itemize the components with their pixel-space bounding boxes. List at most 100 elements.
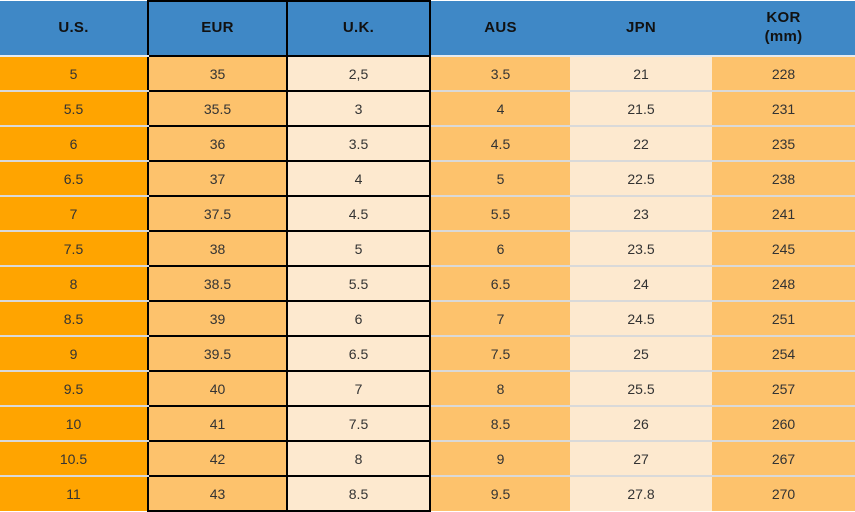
table-row: 10.5 42 8 9 27 267: [0, 440, 855, 477]
table-cell-kor: 235: [712, 126, 855, 162]
table-cell-us: 8: [0, 266, 148, 302]
table-row: 6.5 37 4 5 22.5 238: [0, 160, 855, 197]
table-row: 9 39.5 6.5 7.5 25 254: [0, 335, 855, 372]
table-cell-jpn: 25: [570, 336, 712, 372]
table-cell-eur: 39: [147, 300, 288, 337]
header-cell-jpn: JPN: [570, 1, 712, 57]
table-cell-jpn: 21: [570, 56, 712, 92]
table-cell-eur: 36: [147, 125, 288, 162]
table-cell-eur: 40: [147, 370, 288, 407]
table-cell-eur: 35: [147, 55, 288, 92]
table-cell-us: 6.5: [0, 161, 148, 197]
table-cell-eur: 42: [147, 440, 288, 477]
table-row: 8 38.5 5.5 6.5 24 248: [0, 265, 855, 302]
table-cell-jpn: 26: [570, 406, 712, 442]
table-cell-jpn: 21.5: [570, 91, 712, 127]
table-cell-jpn: 24.5: [570, 301, 712, 337]
table-cell-eur: 38.5: [147, 265, 288, 302]
table-cell-kor: 241: [712, 196, 855, 232]
header-cell-aus: AUS: [430, 1, 570, 57]
table-cell-us: 11: [0, 476, 148, 511]
table-row: 9.5 40 7 8 25.5 257: [0, 370, 855, 407]
table-cell-jpn: 22: [570, 126, 712, 162]
table-cell-us: 7: [0, 196, 148, 232]
table-cell-us: 7.5: [0, 231, 148, 267]
table-cell-aus: 3.5: [430, 56, 570, 92]
table-cell-us: 8.5: [0, 301, 148, 337]
header-label: EUR: [201, 19, 234, 37]
table-cell-uk: 7.5: [286, 405, 431, 442]
table-cell-uk: 4.5: [286, 195, 431, 232]
table-cell-aus: 4.5: [430, 126, 570, 162]
table-cell-kor: 231: [712, 91, 855, 127]
table-cell-us: 10: [0, 406, 148, 442]
table-cell-jpn: 23: [570, 196, 712, 232]
table-cell-aus: 4: [430, 91, 570, 127]
table-cell-aus: 7.5: [430, 336, 570, 372]
header-label: U.K.: [342, 19, 375, 37]
table-cell-kor: 270: [712, 476, 855, 511]
table-cell-uk: 6: [286, 300, 431, 337]
table-row: 7.5 38 5 6 23.5 245: [0, 230, 855, 267]
table-cell-kor: 260: [712, 406, 855, 442]
table-cell-jpn: 27: [570, 441, 712, 477]
table-cell-uk: 7: [286, 370, 431, 407]
table-header: U.S. EUR U.K. AUS JPN KOR (mm): [0, 0, 855, 57]
table-cell-jpn: 23.5: [570, 231, 712, 267]
table-cell-us: 6: [0, 126, 148, 162]
table-cell-kor: 245: [712, 231, 855, 267]
table-cell-aus: 6.5: [430, 266, 570, 302]
table-cell-eur: 43: [147, 475, 288, 512]
header-row: U.S. EUR U.K. AUS JPN KOR (mm): [0, 0, 855, 57]
header-cell-eur: EUR: [147, 0, 288, 57]
table-cell-aus: 8.5: [430, 406, 570, 442]
table-cell-eur: 37: [147, 160, 288, 197]
table-cell-uk: 8.5: [286, 475, 431, 512]
table-cell-aus: 5.5: [430, 196, 570, 232]
table-row: 6 36 3.5 4.5 22 235: [0, 125, 855, 162]
table-cell-kor: 238: [712, 161, 855, 197]
table-cell-aus: 9.5: [430, 476, 570, 511]
header-label: JPN: [625, 18, 657, 36]
table-cell-uk: 5.5: [286, 265, 431, 302]
table-cell-jpn: 24: [570, 266, 712, 302]
table-cell-eur: 35.5: [147, 90, 288, 127]
table-cell-kor: 248: [712, 266, 855, 302]
table-row: 7 37.5 4.5 5.5 23 241: [0, 195, 855, 232]
table-cell-uk: 3: [286, 90, 431, 127]
table-cell-us: 10.5: [0, 441, 148, 477]
table-cell-us: 9: [0, 336, 148, 372]
table-cell-uk: 4: [286, 160, 431, 197]
table-cell-uk: 8: [286, 440, 431, 477]
table-cell-us: 5: [0, 56, 148, 92]
table-cell-aus: 9: [430, 441, 570, 477]
header-label: AUS: [484, 18, 517, 36]
header-sublabel: (mm): [764, 28, 803, 45]
table-cell-us: 9.5: [0, 371, 148, 407]
table-cell-uk: 5: [286, 230, 431, 267]
table-cell-eur: 39.5: [147, 335, 288, 372]
table-cell-aus: 8: [430, 371, 570, 407]
table-cell-eur: 37.5: [147, 195, 288, 232]
header-label: KOR: [766, 9, 801, 27]
header-cell-uk: U.K.: [286, 0, 431, 57]
table-cell-eur: 41: [147, 405, 288, 442]
table-cell-jpn: 25.5: [570, 371, 712, 407]
table-cell-kor: 267: [712, 441, 855, 477]
table-body: 5 35 2,5 3.5 21 228 5.5 35.5 3 4 21.5 231 6 36 3.5 4.5 2…: [0, 55, 855, 512]
table-row: 10 41 7.5 8.5 26 260: [0, 405, 855, 442]
table-row: 8.5 39 6 7 24.5 251: [0, 300, 855, 337]
table-cell-eur: 38: [147, 230, 288, 267]
table-cell-aus: 5: [430, 161, 570, 197]
table-cell-aus: 6: [430, 231, 570, 267]
table-cell-jpn: 22.5: [570, 161, 712, 197]
header-label: U.S.: [58, 18, 89, 36]
table-cell-uk: 2,5: [286, 55, 431, 92]
table-cell-aus: 7: [430, 301, 570, 337]
table-row: 5.5 35.5 3 4 21.5 231: [0, 90, 855, 127]
table-cell-jpn: 27.8: [570, 476, 712, 511]
table-cell-kor: 251: [712, 301, 855, 337]
table-cell-us: 5.5: [0, 91, 148, 127]
table-row: 5 35 2,5 3.5 21 228: [0, 55, 855, 92]
table-row: 11 43 8.5 9.5 27.8 270: [0, 475, 855, 512]
